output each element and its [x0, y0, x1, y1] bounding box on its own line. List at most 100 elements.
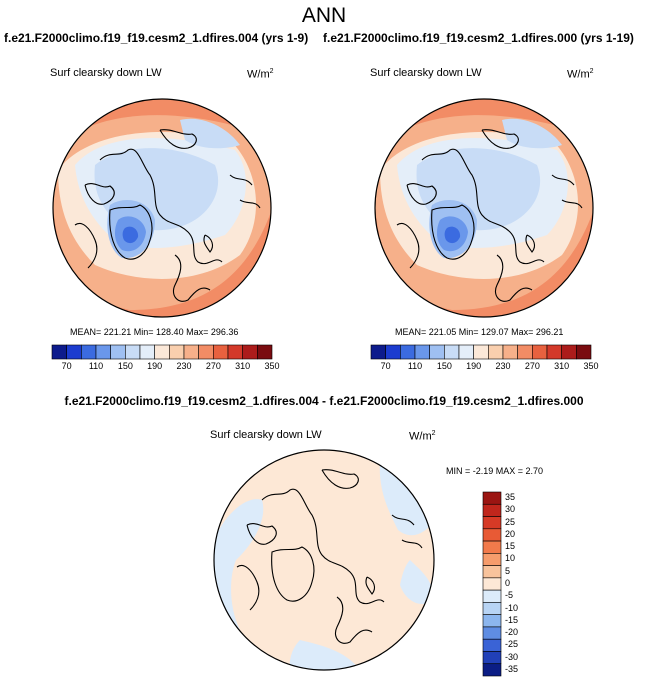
left-colorbar-tick-label: 150	[117, 361, 133, 371]
left-colorbar-tick-label: 230	[176, 361, 192, 371]
difference-stats: MIN = -2.19 MAX = 2.70	[446, 466, 544, 476]
right-colorbar-box	[444, 344, 460, 360]
difference-colorbar-box	[482, 626, 502, 640]
left-colorbar-box	[95, 344, 111, 360]
left-colorbar-box	[154, 344, 170, 360]
difference-colorbar-box	[482, 589, 502, 603]
difference-colorbar-box	[482, 503, 502, 517]
difference-colorbar-box	[482, 565, 502, 579]
difference-colorbar-box	[482, 528, 502, 542]
difference-colorbar-tick-label: 30	[505, 504, 516, 515]
left-colorbar-box	[139, 344, 155, 360]
right-colorbar-box	[576, 344, 592, 360]
difference-colorbar-box	[482, 516, 502, 530]
left-colorbar-box	[242, 344, 258, 360]
difference-colorbar-box	[482, 491, 502, 505]
left-colorbar-tick-label: 190	[147, 361, 163, 371]
difference-colorbar-tick-label: 0	[505, 578, 511, 588]
left-colorbar-box	[227, 344, 243, 360]
left-coastlines	[74, 129, 261, 302]
left-colorbar-box	[66, 344, 82, 360]
left-colorbar-box	[51, 344, 67, 360]
left-colorbar-box	[169, 344, 185, 360]
difference-colorbar-tick-label: 25	[505, 516, 516, 527]
right-colorbar-labels: 70 110 150 190 230 270 310 350	[371, 361, 599, 373]
left-colorbar-box	[183, 344, 199, 360]
right-units-label: W/m2	[567, 68, 594, 81]
left-colorbar	[51, 344, 273, 360]
left-colorbar-box	[198, 344, 214, 360]
right-colorbar-box	[517, 344, 533, 360]
right-colorbar-tick-label: 70	[380, 361, 391, 371]
left-stats: MEAN= 221.21 Min= 128.40 Max= 296.36	[70, 327, 239, 337]
left-colorbar-box	[81, 344, 97, 360]
right-colorbar-tick-label: 110	[407, 361, 423, 371]
right-colorbar-tick-label: 350	[583, 361, 599, 371]
difference-colorbar-box	[482, 540, 502, 554]
right-colorbar-box	[473, 344, 489, 360]
right-map-fill	[375, 99, 593, 317]
difference-colorbar-box	[482, 602, 502, 615]
left-colorbar-tick-label: 110	[88, 361, 104, 371]
right-colorbar-box	[561, 344, 577, 360]
difference-colorbar-box	[482, 663, 502, 677]
difference-units-label: W/m2	[409, 430, 436, 443]
right-case-title: f.e21.F2000climo.f19_f19.cesm2_1.dfires.…	[323, 31, 634, 45]
right-variable-label: Surf clearsky down LW	[370, 67, 482, 79]
right-colorbar-tick-label: 270	[524, 361, 540, 371]
left-colorbar-tick-label: 270	[205, 361, 221, 371]
right-colorbar-tick-label: 230	[495, 361, 511, 371]
difference-colorbar-tick-label: -25	[505, 639, 519, 650]
left-variable-label: Surf clearsky down LW	[50, 67, 162, 79]
right-colorbar-box	[532, 344, 548, 360]
right-colorbar-box	[414, 344, 430, 360]
difference-colorbar	[482, 491, 502, 677]
difference-colorbar-labels: 35 30 25 20 15 10 5 0 -5 -10 -15 -20 -25 -30 -35	[505, 492, 535, 676]
difference-title: f.e21.F2000climo.f19_f19.cesm2_1.dfires.…	[64, 394, 584, 408]
left-colorbar-labels: 70 110 150 190 230 270 310 350	[52, 361, 280, 373]
difference-map-fill	[214, 450, 434, 670]
left-colorbar-box	[110, 344, 126, 360]
right-colorbar-tick-label: 310	[554, 361, 570, 371]
difference-colorbar-tick-label: 35	[505, 492, 516, 503]
difference-colorbar-tick-label: -15	[505, 614, 519, 625]
difference-colorbar-tick-label: -10	[505, 602, 519, 613]
right-colorbar	[370, 344, 592, 360]
left-map-fill	[53, 99, 271, 317]
left-colorbar-box	[257, 344, 273, 360]
difference-colorbar-box	[482, 638, 502, 652]
right-colorbar-box	[502, 344, 518, 360]
difference-colorbar-box	[482, 553, 502, 566]
difference-colorbar-tick-label: 20	[505, 528, 516, 539]
difference-colorbar-tick-label: -5	[505, 590, 514, 601]
right-colorbar-tick-label: 190	[466, 361, 482, 371]
left-case-title: f.e21.F2000climo.f19_f19.cesm2_1.dfires.…	[4, 31, 309, 45]
right-stats: MEAN= 221.05 Min= 129.07 Max= 296.21	[395, 327, 564, 337]
difference-colorbar-box	[482, 651, 502, 665]
plot-title: ANN	[301, 4, 347, 27]
right-colorbar-box	[488, 344, 504, 360]
left-units-label: W/m2	[247, 68, 274, 81]
left-colorbar-box	[125, 344, 141, 360]
difference-colorbar-box	[482, 577, 502, 591]
right-colorbar-box	[385, 344, 401, 360]
difference-variable-label: Surf clearsky down LW	[210, 429, 322, 441]
difference-coastlines	[236, 469, 423, 644]
right-colorbar-box	[458, 344, 474, 360]
left-colorbar-tick-label: 350	[264, 361, 280, 371]
difference-colorbar-tick-label: 15	[505, 541, 516, 552]
left-colorbar-box	[213, 344, 229, 360]
right-colorbar-box	[400, 344, 416, 360]
difference-colorbar-tick-label: -30	[505, 651, 519, 662]
right-coastlines	[396, 129, 583, 302]
difference-colorbar-tick-label: -35	[505, 663, 519, 674]
right-colorbar-box	[546, 344, 562, 360]
left-colorbar-tick-label: 310	[235, 361, 251, 371]
right-colorbar-box	[429, 344, 445, 360]
right-colorbar-box	[370, 344, 386, 360]
difference-colorbar-tick-label: 5	[505, 565, 511, 576]
right-colorbar-tick-label: 150	[436, 361, 452, 371]
difference-colorbar-tick-label: 10	[505, 553, 516, 564]
left-colorbar-tick-label: 70	[61, 361, 72, 371]
